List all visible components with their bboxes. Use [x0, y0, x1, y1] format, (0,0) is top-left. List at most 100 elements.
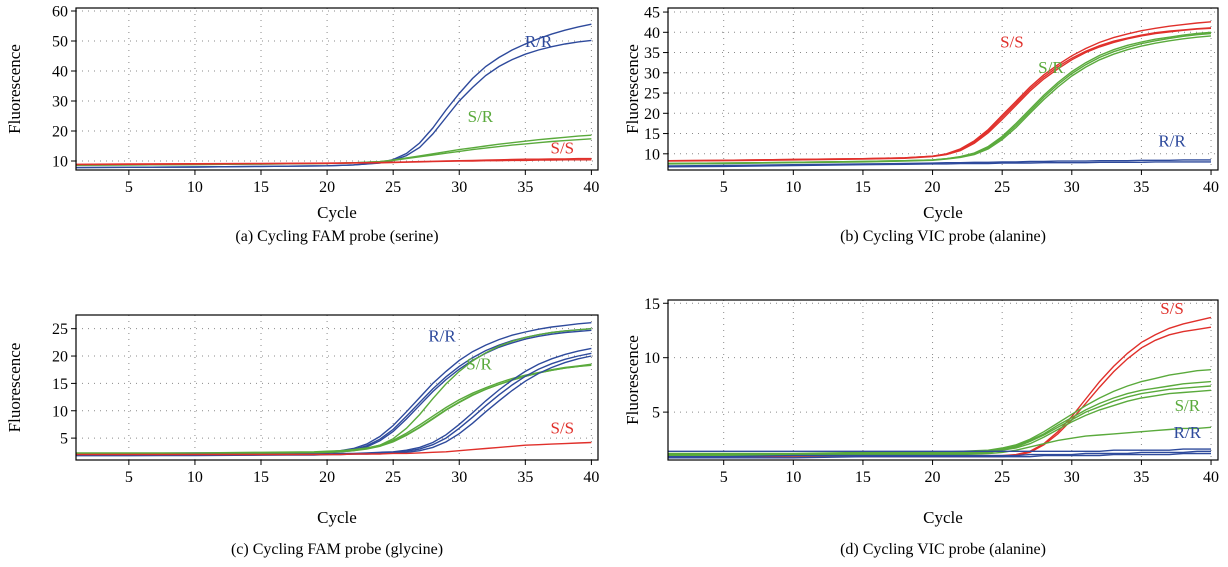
series-line-ss-11 [76, 441, 592, 456]
series-line-sr-3 [668, 369, 1212, 455]
y-tick-label: 35 [644, 45, 660, 62]
series-line-rr-2 [75, 39, 592, 169]
series-line-ss-6 [75, 159, 592, 166]
x-axis-label: Cycle [317, 508, 357, 527]
x-tick-label: 15 [253, 179, 269, 196]
y-tick-label: 5 [60, 431, 68, 448]
chart-caption: (a) Cycling FAM probe (serine) [235, 228, 438, 245]
plot-frame [75, 7, 599, 171]
y-tick-label: 15 [644, 296, 660, 313]
plot-frame [667, 299, 1219, 461]
series-line-ss-1 [667, 21, 1212, 162]
x-tick-label: 35 [1133, 179, 1149, 196]
x-tick-label: 10 [187, 469, 203, 486]
series-line-rr-1 [75, 23, 592, 169]
series-line-rr-9 [668, 450, 1211, 458]
y-axis-label: Fluorescence [5, 44, 24, 134]
series-line-ss-1 [668, 316, 1212, 457]
series-line-rr-3 [76, 329, 592, 456]
x-tick-label: 25 [385, 469, 401, 486]
y-tick-label: 20 [52, 124, 68, 141]
x-tick-label: 20 [319, 179, 335, 196]
y-tick-label: 20 [644, 106, 660, 123]
x-tick-label: 15 [855, 179, 871, 196]
series-line-sr-6 [667, 35, 1212, 165]
x-tick-label: 30 [1064, 469, 1080, 486]
chart-panel-2: 5 10 15 20 25 30 35 40 10 15 20 25 30 35 40 45 Cycle Fluo… [623, 5, 1219, 245]
series-line-rr-2 [76, 328, 592, 455]
series-line-rr-8 [668, 448, 1211, 452]
y-axis-label: Fluorescence [623, 44, 642, 134]
series-line-rr-9 [76, 352, 592, 457]
series-line-sr-7 [76, 328, 592, 456]
y-tick-label: 15 [644, 126, 660, 143]
chart-panel-1: 5 10 15 20 25 30 35 40 10 20 30 40 50 60 Cycle Fluoresc… [5, 4, 599, 246]
x-tick-label: 30 [1064, 179, 1080, 196]
annotation-rr: R/R [1158, 132, 1186, 151]
chart-panel-3: 5 10 15 20 25 30 35 40 5 10 15 20 25 Cycle Fluorescenc… [5, 314, 599, 558]
plot-frame [667, 7, 1219, 171]
y-tick-label: 5 [652, 405, 660, 422]
x-tick-label: 35 [517, 469, 533, 486]
series-line-ss-3 [667, 27, 1212, 162]
y-tick-label: 20 [52, 349, 68, 366]
x-tick-label: 30 [451, 469, 467, 486]
x-tick-label: 40 [1203, 179, 1219, 196]
annotation-rr: R/R [1174, 423, 1202, 442]
series-line-rr-8 [76, 347, 592, 456]
x-tick-label: 25 [994, 469, 1010, 486]
annotation-ss: S/S [550, 139, 574, 158]
x-tick-label: 20 [925, 469, 941, 486]
series-line-ss-2 [667, 27, 1212, 162]
series-line-rr-7 [667, 159, 1211, 167]
x-tick-label: 15 [855, 469, 871, 486]
x-tick-label: 25 [994, 179, 1010, 196]
annotation-sr: S/R [1038, 58, 1064, 77]
x-tick-label: 35 [1133, 469, 1149, 486]
annotation-ss: S/S [1160, 299, 1184, 318]
chart-caption: (d) Cycling VIC probe (alanine) [840, 541, 1046, 558]
y-tick-label: 10 [52, 403, 68, 420]
y-axis-label: Fluorescence [5, 343, 24, 433]
x-tick-label: 5 [720, 179, 728, 196]
series-line-ss-2 [668, 326, 1212, 458]
annotation-ss: S/S [550, 419, 574, 438]
x-tick-label: 5 [125, 469, 133, 486]
annotation-ss: S/S [1000, 32, 1024, 51]
y-tick-label: 45 [644, 5, 660, 22]
plot-frame [75, 314, 599, 461]
x-tick-label: 40 [583, 469, 599, 486]
annotation-sr: S/R [468, 107, 494, 126]
x-tick-label: 5 [125, 179, 133, 196]
x-axis-label: Cycle [317, 203, 357, 222]
chart-panel-4: 5 10 15 20 25 30 35 40 5 10 15 Cycle Fluorescence S/S… [623, 296, 1219, 558]
x-tick-label: 10 [785, 179, 801, 196]
annotation-rr: R/R [428, 326, 456, 345]
series-line-sr-4 [667, 31, 1212, 165]
x-tick-label: 5 [720, 469, 728, 486]
annotation-sr: S/R [1175, 396, 1201, 415]
annotation-sr: S/R [466, 355, 492, 374]
series-line-sr-5 [668, 385, 1212, 456]
x-tick-label: 10 [187, 179, 203, 196]
y-tick-label: 25 [52, 321, 68, 338]
series-line-sr-4 [76, 363, 592, 454]
y-axis-label: Fluorescence [623, 335, 642, 425]
x-tick-label: 40 [1203, 469, 1219, 486]
y-tick-label: 30 [644, 65, 660, 82]
x-tick-label: 30 [451, 179, 467, 196]
y-tick-label: 10 [52, 154, 68, 171]
annotation-rr: R/R [525, 32, 553, 51]
chart-caption: (c) Cycling FAM probe (glycine) [231, 541, 443, 558]
series-line-sr-6 [668, 389, 1212, 457]
x-axis-label: Cycle [923, 203, 963, 222]
y-tick-label: 30 [52, 94, 68, 111]
x-tick-label: 40 [583, 179, 599, 196]
y-tick-label: 40 [644, 25, 660, 42]
y-tick-label: 10 [644, 350, 660, 367]
y-tick-label: 60 [52, 4, 68, 21]
series-line-sr-5 [667, 32, 1212, 165]
y-tick-label: 15 [52, 376, 68, 393]
x-tick-label: 25 [385, 179, 401, 196]
